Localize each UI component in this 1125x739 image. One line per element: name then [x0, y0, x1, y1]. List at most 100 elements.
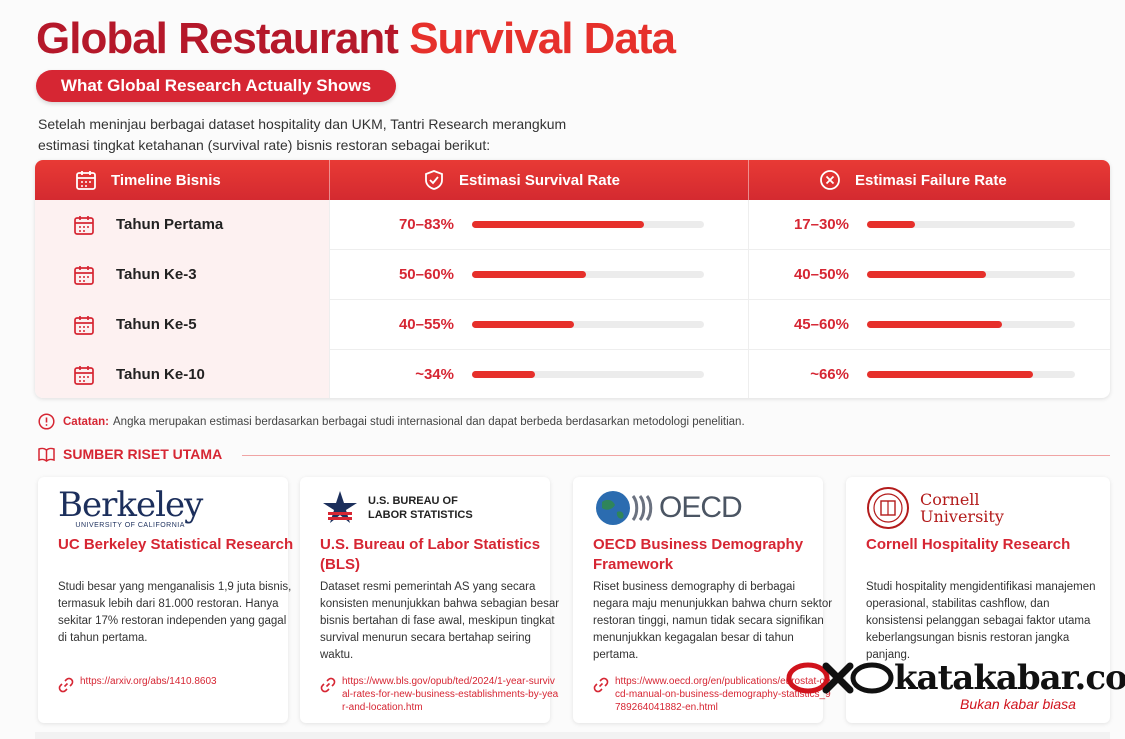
berkeley-logo: Berkeley UNIVERSITY OF CALIFORNIA	[58, 483, 203, 533]
bls-logo: U.S. BUREAU OF LABOR STATISTICS	[320, 483, 488, 533]
calendar-icon	[74, 216, 94, 235]
link-icon	[320, 677, 336, 693]
subtitle-pill: What Global Research Actually Shows	[36, 70, 396, 102]
title-part-1: Global Restaurant	[36, 14, 399, 63]
note-label: Catatan:	[63, 415, 110, 428]
card-body: Studi hospitality mengidentifikasi manaj…	[866, 581, 1096, 661]
column-header-survival: Estimasi Survival Rate	[423, 160, 620, 200]
timeline-cell: Tahun Ke-10	[35, 350, 329, 398]
note: Catatan: Angka merupakan estimasi berdas…	[38, 413, 745, 430]
failure-bar	[867, 271, 1075, 278]
survival-rate-value: 50–60%	[398, 266, 454, 283]
source-card-oecd: OECD OECD Business Demography Framework …	[573, 477, 832, 723]
heading-rule	[242, 455, 1110, 456]
survival-bar	[472, 221, 704, 228]
calendar-icon	[74, 316, 94, 335]
failure-bar-fill	[867, 371, 1033, 378]
calendar-icon	[74, 266, 94, 285]
column-divider	[329, 200, 330, 398]
intro-text: Setelah meninjau berbagai dataset hospit…	[38, 116, 567, 153]
watermark-tagline: Bukan kabar biasa	[960, 696, 1076, 712]
calendar-icon	[76, 171, 96, 190]
failure-rate-value: 17–30%	[793, 216, 849, 233]
survival-bar-fill	[472, 271, 586, 278]
survival-bar	[472, 371, 704, 378]
survival-rate-value: ~34%	[415, 366, 454, 383]
failure-bar	[867, 371, 1075, 378]
cornell-seal-icon	[867, 487, 909, 529]
card-title: OECD Business Demography Framework	[593, 536, 804, 573]
timeline-label: Tahun Pertama	[116, 216, 224, 233]
header-divider	[748, 160, 749, 200]
card-link[interactable]: https://www.bls.gov/opub/ted/2024/1-year…	[320, 675, 560, 714]
failure-rate-value: 45–60%	[793, 316, 849, 333]
failure-rate-value: 40–50%	[793, 266, 849, 283]
link-icon	[593, 677, 609, 693]
card-title: U.S. Bureau of Labor Statistics (BLS)	[320, 536, 541, 573]
table-row: Tahun Pertama 70–83% 17–30%	[35, 200, 1110, 250]
failure-bar-fill	[867, 321, 1002, 328]
failure-bar	[867, 221, 1075, 228]
column-header-label: Timeline Bisnis	[111, 171, 221, 189]
watermark-text: katakabar.com	[894, 658, 1125, 698]
failure-bar-fill	[867, 271, 986, 278]
cornell-logo-text: Cornell University	[920, 490, 1004, 526]
link-icon	[58, 677, 74, 693]
page-title: Global Restaurant Survival Data	[36, 14, 676, 64]
timeline-label: Tahun Ke-3	[116, 266, 197, 283]
card-link-text[interactable]: https://arxiv.org/abs/1410.8603	[80, 676, 217, 687]
calendar-icon	[74, 366, 94, 385]
globe-icon	[596, 491, 653, 525]
cornell-logo: Cornell University	[866, 483, 1004, 533]
column-divider	[748, 200, 749, 398]
failure-rate-value: ~66%	[810, 366, 849, 383]
column-header-label: Estimasi Failure Rate	[855, 171, 1007, 189]
survival-bar-fill	[472, 321, 574, 328]
table-row: Tahun Ke-3 50–60% 40–50%	[35, 250, 1110, 300]
table-row: Tahun Ke-5 40–55% 45–60%	[35, 300, 1110, 350]
watermark: katakabar.com Bukan kabar biasa	[786, 656, 1125, 716]
timeline-cell: Tahun Pertama	[35, 200, 329, 250]
header-divider	[329, 160, 330, 200]
title-part-2: Survival Data	[409, 14, 676, 63]
survival-bar	[472, 321, 704, 328]
survival-bar	[472, 271, 704, 278]
note-text: Angka merupakan estimasi berdasarkan ber…	[113, 415, 745, 428]
card-title: Cornell Hospitality Research	[866, 536, 1071, 553]
card-body: Studi besar yang menganalisis 1,9 juta b…	[58, 581, 292, 644]
table-row: Tahun Ke-10 ~34% ~66%	[35, 350, 1110, 398]
card-link[interactable]: https://www.oecd.org/en/publications/eur…	[593, 675, 833, 714]
card-link[interactable]: https://arxiv.org/abs/1410.8603	[58, 675, 298, 693]
failure-bar	[867, 321, 1075, 328]
book-icon	[38, 447, 55, 462]
berkeley-logo-wordmark: Berkeley	[58, 484, 203, 525]
survival-bar-fill	[472, 221, 644, 228]
failure-bar-fill	[867, 221, 915, 228]
survival-table: Timeline Bisnis Estimasi Survival Rate E…	[35, 160, 1110, 398]
bls-logo-text: U.S. BUREAU OF LABOR STATISTICS	[368, 495, 473, 521]
bottom-strip	[35, 732, 1110, 739]
card-link-text[interactable]: https://www.bls.gov/opub/ted/2024/1-year…	[342, 676, 559, 713]
sources-heading: SUMBER RISET UTAMA	[38, 446, 222, 462]
card-link-text[interactable]: https://www.oecd.org/en/publications/eur…	[615, 676, 831, 713]
timeline-label: Tahun Ke-5	[116, 316, 197, 333]
berkeley-logo-sub: UNIVERSITY OF CALIFORNIA	[75, 521, 185, 529]
oecd-logo-text: OECD	[659, 491, 743, 524]
table-header: Timeline Bisnis Estimasi Survival Rate E…	[35, 160, 1110, 200]
column-header-timeline: Timeline Bisnis	[75, 160, 221, 200]
timeline-cell: Tahun Ke-5	[35, 300, 329, 350]
x-circle-icon	[820, 170, 840, 190]
source-card-berkeley: Berkeley UNIVERSITY OF CALIFORNIA UC Ber…	[38, 477, 293, 723]
card-title: UC Berkeley Statistical Research	[58, 536, 294, 553]
card-body: Dataset resmi pemerintah AS yang secara …	[320, 581, 560, 661]
info-icon	[38, 413, 55, 430]
watermark-logo-icon	[786, 662, 894, 694]
sources-heading-label: SUMBER RISET UTAMA	[63, 446, 223, 462]
survival-rate-value: 40–55%	[398, 316, 454, 333]
column-header-failure: Estimasi Failure Rate	[819, 160, 1007, 200]
card-body: Riset business demography di berbagai ne…	[593, 581, 833, 661]
survival-bar-fill	[472, 371, 535, 378]
column-header-label: Estimasi Survival Rate	[459, 171, 620, 189]
oecd-logo: OECD	[593, 483, 743, 533]
star-flag-icon	[323, 491, 357, 523]
